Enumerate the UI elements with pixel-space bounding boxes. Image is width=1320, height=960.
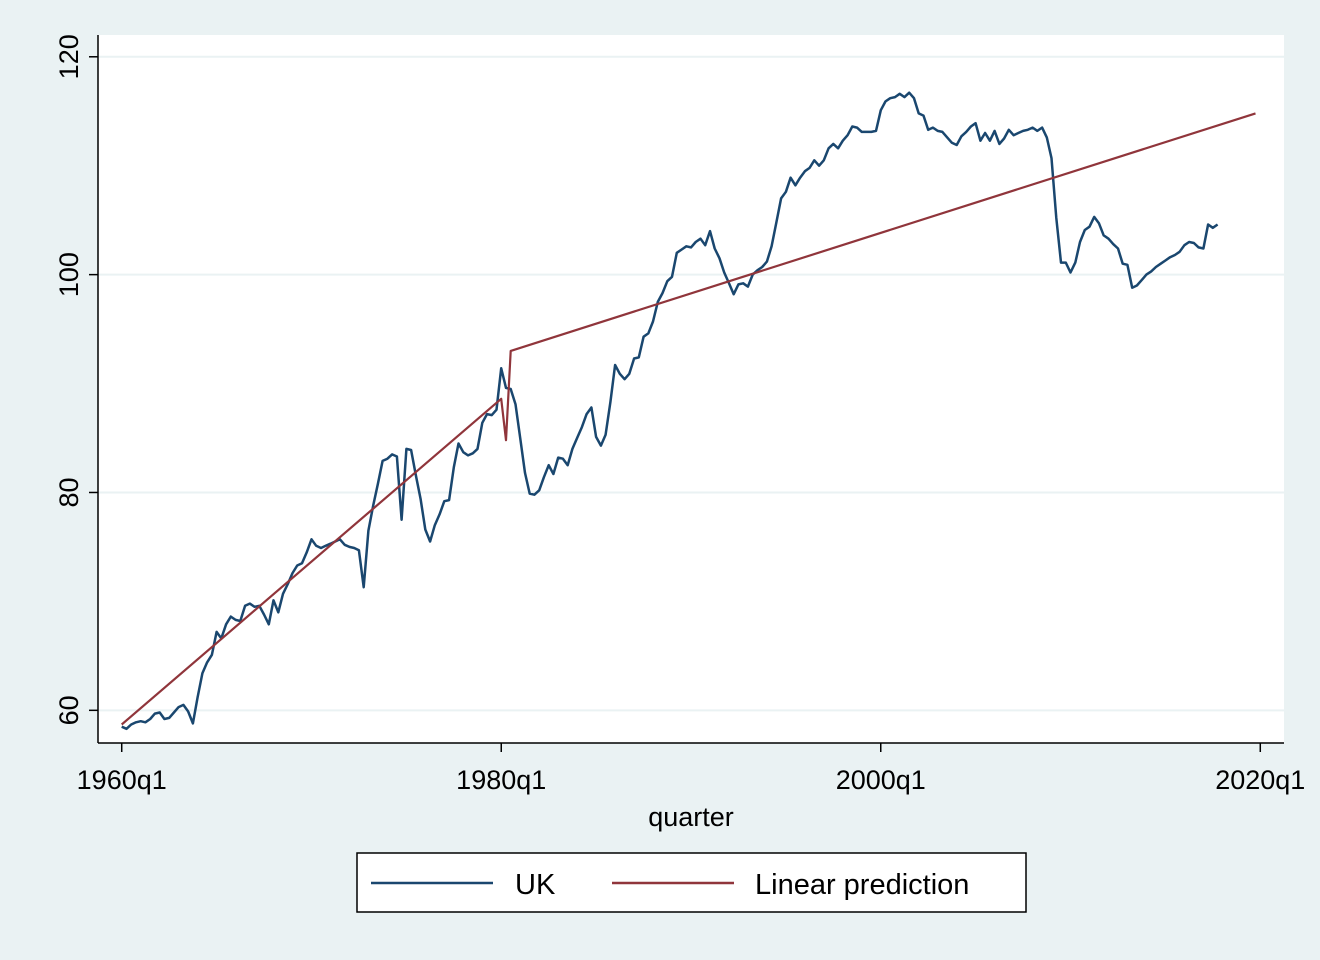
- series-layer: [120, 91, 1256, 731]
- gridlines: [98, 55, 1284, 712]
- legend: UK Linear prediction: [356, 852, 1027, 913]
- legend-label-uk: UK: [515, 869, 556, 901]
- y-tick-label: 120: [54, 34, 84, 79]
- x-tick-label: 1960q1: [77, 765, 167, 795]
- series-line-linear-prediction: [120, 112, 1256, 726]
- legend-label-linear-prediction: Linear prediction: [755, 869, 969, 901]
- x-axis-ticks: 1960q1 1980q1 2000q1 2020q1: [77, 743, 1305, 795]
- plot-area: [98, 35, 1284, 743]
- y-axis-ticks: 60 80 100 120: [54, 34, 98, 725]
- x-tick-label: 1980q1: [456, 765, 546, 795]
- y-tick-label: 100: [54, 252, 84, 297]
- x-tick-label: 2000q1: [836, 765, 926, 795]
- x-axis-title: quarter: [648, 802, 734, 832]
- y-tick-label: 60: [54, 695, 84, 725]
- y-tick-label: 80: [54, 477, 84, 507]
- x-tick-label: 2020q1: [1215, 765, 1305, 795]
- series-line-uk: [121, 91, 1219, 731]
